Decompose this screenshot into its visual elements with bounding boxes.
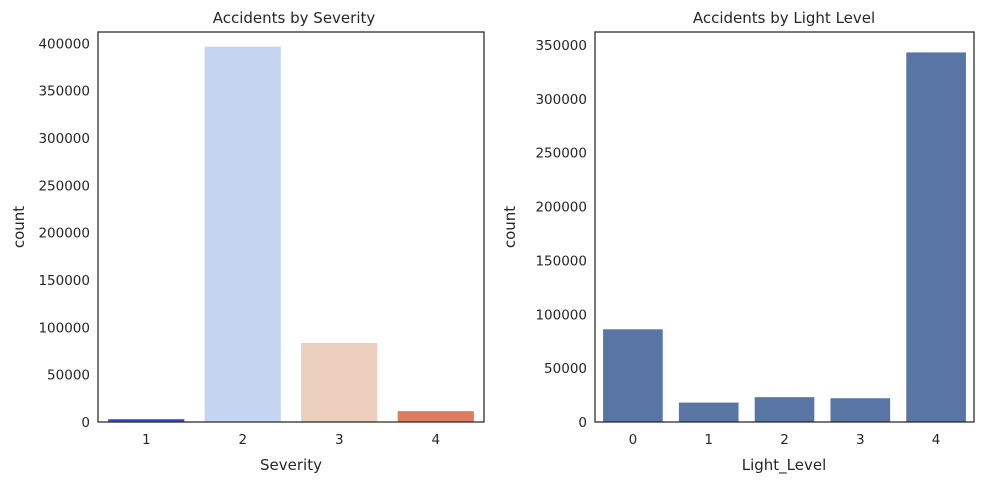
x-tick-label: 1 [704, 432, 713, 448]
y-tick-label: 0 [81, 415, 90, 431]
y-tick-label: 50000 [544, 361, 587, 377]
y-tick-label: 0 [578, 415, 587, 431]
x-tick-label: 3 [856, 432, 865, 448]
x-tick-label: 2 [780, 432, 789, 448]
bar-2 [203, 45, 282, 423]
bar-3 [300, 341, 379, 423]
bar-2 [753, 396, 816, 423]
severity-chart: Accidents by Severity 1 2 3 4 0 50000 100000 1… [10, 9, 485, 474]
y-tick-label: 150000 [535, 253, 587, 269]
y-axis-label: count [501, 206, 519, 248]
x-axis-label: Severity [260, 456, 322, 474]
plot-frame [594, 31, 975, 423]
y-tick-label: 300000 [38, 131, 90, 147]
bar-1 [677, 401, 740, 423]
bar-4 [905, 51, 967, 423]
y-tick-label: 350000 [38, 84, 90, 100]
x-tick-label: 3 [335, 432, 344, 448]
y-tick-label: 400000 [38, 36, 90, 52]
y-axis-label: count [10, 206, 28, 248]
y-tick-label: 250000 [38, 178, 90, 194]
plot-frame [97, 31, 485, 423]
y-tick-label: 300000 [535, 92, 587, 108]
y-tick-label: 100000 [535, 307, 587, 323]
chart-title: Accidents by Light Level [693, 9, 875, 27]
y-tick-label: 150000 [38, 273, 90, 289]
bar-0 [602, 328, 664, 423]
x-tick-label: 4 [431, 432, 440, 448]
y-tick-label: 350000 [535, 38, 587, 54]
bar-3 [829, 397, 892, 423]
x-tick-label: 4 [932, 432, 941, 448]
x-tick-label: 1 [142, 432, 151, 448]
y-tick-label: 50000 [47, 368, 90, 384]
y-tick-label: 100000 [38, 320, 90, 336]
chart-title: Accidents by Severity [213, 9, 376, 27]
x-tick-label: 2 [238, 432, 247, 448]
bar-4 [396, 410, 475, 423]
x-axis-label: Light_Level [742, 456, 827, 475]
y-tick-label: 200000 [535, 200, 587, 216]
y-tick-label: 200000 [38, 226, 90, 242]
y-tick-label: 250000 [535, 146, 587, 162]
x-tick-label: 0 [629, 432, 638, 448]
light-level-chart: Accidents by Light Level 0 1 2 3 4 0 50000 100… [501, 9, 975, 475]
